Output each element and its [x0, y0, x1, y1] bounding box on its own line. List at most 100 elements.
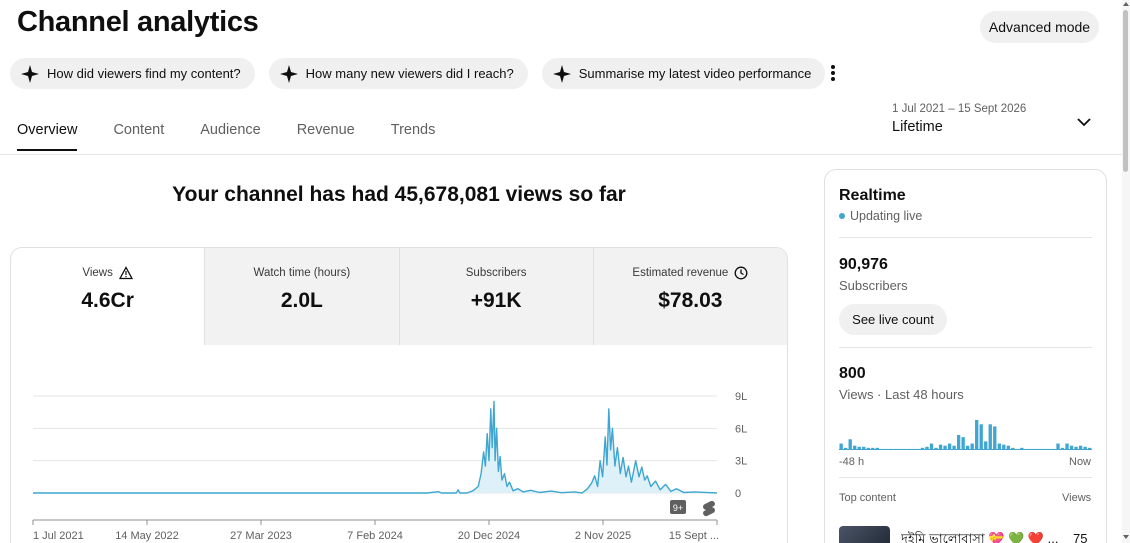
- scroll-down-icon[interactable]: [1122, 533, 1130, 541]
- chip-latest-video[interactable]: Summarise my latest video performance: [541, 58, 826, 89]
- mini-chart-bar[interactable]: [952, 445, 956, 450]
- tab-trends[interactable]: Trends: [390, 122, 436, 138]
- chevron-down-icon: [1077, 118, 1091, 127]
- mini-chart-bar[interactable]: [934, 447, 938, 450]
- mini-chart-bar[interactable]: [943, 445, 947, 450]
- mini-chart-bar[interactable]: [880, 448, 884, 450]
- tab-revenue[interactable]: Revenue: [296, 122, 355, 138]
- tab-audience[interactable]: Audience: [200, 122, 261, 138]
- metric-revenue[interactable]: Estimated revenue $78.03: [592, 248, 787, 345]
- metric-watch-time[interactable]: Watch time (hours) 2.0L: [204, 248, 399, 345]
- x-tick-label: 27 Mar 2023: [230, 530, 292, 542]
- scroll-thumb[interactable]: [1123, 10, 1128, 172]
- realtime-views-value: 800: [839, 365, 866, 382]
- mini-chart-bar[interactable]: [1038, 448, 1042, 450]
- chip-label: Summarise my latest video performance: [578, 66, 812, 81]
- mini-chart-bar[interactable]: [1024, 448, 1029, 450]
- mini-chart-bar[interactable]: [993, 426, 997, 450]
- x-tick-label: 14 May 2022: [115, 530, 179, 542]
- mini-chart-bar[interactable]: [925, 446, 929, 450]
- mini-chart-bar[interactable]: [1047, 448, 1051, 450]
- tab-overview[interactable]: Overview: [17, 122, 78, 151]
- live-label: Updating live: [850, 209, 923, 223]
- live-dot-icon: [839, 213, 845, 219]
- mini-chart-bar[interactable]: [970, 443, 974, 450]
- mini-chart-bar[interactable]: [979, 424, 983, 450]
- mini-chart-bar[interactable]: [1033, 448, 1038, 450]
- chip-new-viewers[interactable]: How many new viewers did I reach?: [268, 58, 528, 89]
- shorts-marker-icon[interactable]: [703, 500, 715, 517]
- x-tick-label: 20 Dec 2024: [458, 530, 520, 542]
- chip-viewer-sources[interactable]: How did viewers find my content?: [10, 58, 255, 89]
- metric-value: $78.03: [658, 289, 723, 312]
- mini-chart-bar[interactable]: [1065, 443, 1069, 450]
- realtime-title: Realtime: [839, 187, 906, 204]
- video-thumbnail[interactable]: [839, 526, 890, 543]
- page-scrollbar[interactable]: [1122, 0, 1130, 543]
- mini-chart-bar[interactable]: [1042, 448, 1047, 450]
- top-content-views: 75: [1073, 531, 1088, 543]
- mini-chart-bar[interactable]: [1078, 445, 1083, 450]
- mini-chart-bar[interactable]: [871, 447, 875, 450]
- mini-chart-bar[interactable]: [947, 443, 952, 450]
- date-range-picker[interactable]: 1 Jul 2021 – 15 Sept 2026 Lifetime: [892, 103, 1092, 143]
- mini-chart-bar[interactable]: [1087, 447, 1092, 450]
- metric-value: 2.0L: [280, 289, 323, 312]
- mini-chart-bar[interactable]: [844, 447, 848, 450]
- mini-chart-bar[interactable]: [1069, 445, 1074, 450]
- suggestion-chips: How did viewers find my content? How man…: [10, 58, 826, 89]
- mini-chart-bar[interactable]: [916, 448, 920, 450]
- mini-chart-bar[interactable]: [911, 448, 916, 450]
- mini-chart-bar[interactable]: [884, 448, 888, 450]
- mini-chart-bar[interactable]: [1060, 447, 1065, 450]
- mini-chart-bar[interactable]: [898, 448, 902, 450]
- metric-views[interactable]: Views 4.6Cr: [11, 248, 205, 345]
- mini-chart-bar[interactable]: [961, 437, 965, 450]
- mini-chart-bar[interactable]: [853, 445, 857, 450]
- video-marker-icon[interactable]: 9+: [670, 500, 686, 514]
- mini-chart-bar[interactable]: [889, 448, 893, 450]
- scroll-up-icon[interactable]: [1122, 0, 1130, 8]
- mini-chart-bar[interactable]: [1011, 447, 1015, 450]
- mini-chart-bar[interactable]: [975, 420, 979, 450]
- mini-chart-bar[interactable]: [1051, 448, 1056, 450]
- mini-chart-bar[interactable]: [1083, 446, 1087, 450]
- mini-chart-bar[interactable]: [893, 448, 898, 450]
- mini-chart-bar[interactable]: [997, 443, 1001, 450]
- mini-chart-bar[interactable]: [938, 444, 943, 450]
- tab-content[interactable]: Content: [113, 122, 165, 138]
- advanced-mode-button[interactable]: Advanced mode: [980, 11, 1099, 43]
- top-content-title[interactable]: দইমি ভালোবাসা 💝 💚 ❤️ ...: [901, 531, 1059, 543]
- metrics-card: Views 4.6Cr Watch time (hours) 2.0L Subs…: [10, 247, 788, 543]
- mini-chart-bar[interactable]: [956, 435, 961, 450]
- divider: [839, 347, 1092, 348]
- y-tick-label: 0: [735, 488, 741, 500]
- mini-chart-bar[interactable]: [907, 448, 911, 450]
- mini-chart-bar[interactable]: [1006, 445, 1010, 450]
- mini-chart-bar[interactable]: [1002, 444, 1006, 450]
- realtime-views-chart: [839, 420, 1092, 450]
- x-tick-label: 15 Sept ...: [669, 530, 719, 542]
- mini-chart-bar[interactable]: [1074, 446, 1078, 450]
- mini-chart-bar[interactable]: [1056, 443, 1060, 450]
- mini-chart-bar[interactable]: [966, 445, 970, 450]
- metric-label: Estimated revenue: [632, 267, 729, 279]
- mini-chart-bar[interactable]: [875, 447, 879, 450]
- mini-chart-bar[interactable]: [984, 441, 988, 450]
- mini-chart-bar[interactable]: [920, 447, 925, 450]
- mini-chart-bar[interactable]: [1015, 448, 1020, 450]
- metric-subscribers[interactable]: Subscribers +91K: [398, 248, 593, 345]
- mini-chart-bar[interactable]: [988, 424, 992, 450]
- mini-chart-bar[interactable]: [929, 443, 934, 450]
- mini-chart-bar[interactable]: [862, 446, 866, 450]
- more-options-icon[interactable]: [826, 62, 840, 84]
- mini-chart-bar[interactable]: [857, 446, 861, 450]
- mini-chart-bar[interactable]: [848, 439, 852, 450]
- mini-chart-bar[interactable]: [839, 443, 843, 450]
- mini-chart-bar[interactable]: [866, 447, 870, 450]
- see-live-count-button[interactable]: See live count: [839, 304, 947, 335]
- mini-chart-bar[interactable]: [902, 448, 907, 450]
- mini-chart-bar[interactable]: [1020, 447, 1024, 450]
- mini-chart-bar[interactable]: [1029, 448, 1033, 450]
- metric-value: +91K: [470, 289, 522, 312]
